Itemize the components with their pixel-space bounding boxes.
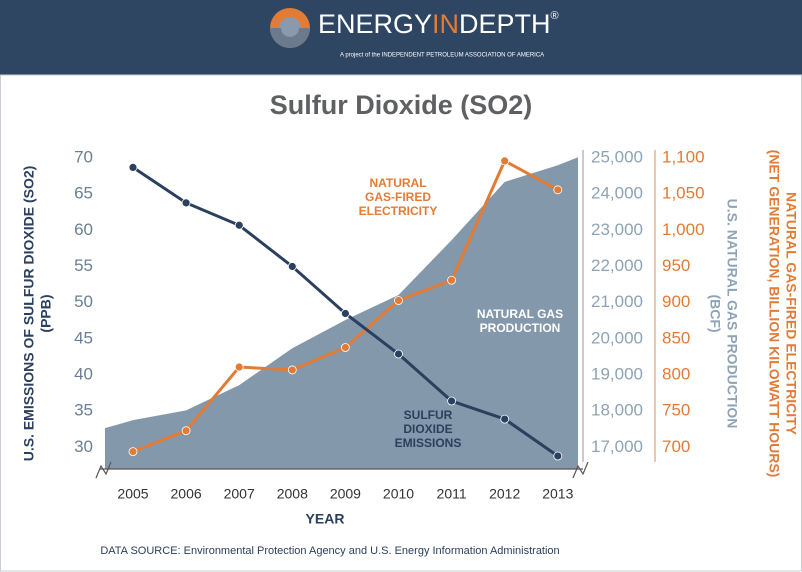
point <box>553 185 563 195</box>
point <box>234 220 244 230</box>
x-tick-label: 2013 <box>542 486 573 502</box>
x-axis-title: YEAR <box>306 511 345 527</box>
point <box>181 426 191 436</box>
y-tick-label: 45 <box>74 328 93 347</box>
point <box>500 156 510 166</box>
y2-tick-label: 18,000 <box>591 401 643 420</box>
x-tick-label: 2010 <box>383 486 414 502</box>
source: DATA SOURCE: Environmental Protection Ag… <box>100 545 559 557</box>
y2-axis-title: (BCF) <box>707 294 723 332</box>
point <box>447 396 457 406</box>
point <box>234 362 244 372</box>
y3-tick-label: 1,100 <box>662 147 705 166</box>
y-tick-label: 70 <box>74 147 93 166</box>
point <box>128 163 138 172</box>
y2-tick-label: 23,000 <box>591 220 643 239</box>
brand-part: ENERGY <box>318 9 432 39</box>
series-annotation: ELECTRICITY <box>359 204 438 218</box>
point <box>181 198 191 208</box>
x-tick-label: 2006 <box>171 486 202 502</box>
y3-tick-label: 1,050 <box>662 184 705 203</box>
y3-axis-title: (NET GENERATION, BILLION KILOWATT HOURS) <box>766 150 782 478</box>
y-axis-title: U.S. EMISSIONS OF SULFUR DIOXIDE (SO2) <box>21 166 37 462</box>
y2-tick-label: 19,000 <box>591 364 643 383</box>
series-annotation: EMISSIONS <box>395 436 462 450</box>
y3-tick-label: 950 <box>662 256 690 275</box>
x-tick-label: 2011 <box>437 486 467 502</box>
y3-tick-label: 900 <box>662 292 690 311</box>
point <box>394 296 403 305</box>
y3-tick-label: 800 <box>662 364 690 383</box>
series-annotation: NATURAL GAS <box>477 307 563 321</box>
point <box>128 447 138 457</box>
series-annotation: SULFUR <box>404 408 453 422</box>
y-tick-label: 65 <box>74 184 93 203</box>
brand-part: IN <box>432 9 459 39</box>
brand: ENERGYINDEPTH® <box>318 9 559 39</box>
y3-tick-label: 1,000 <box>662 220 705 239</box>
point <box>447 275 457 285</box>
point <box>500 414 510 424</box>
tagline: A project of the INDEPENDENT PETROLEUM A… <box>340 53 544 59</box>
y3-axis-title: NATURAL GAS-FIRED ELECTRICITY <box>783 192 799 436</box>
y2-tick-label: 21,000 <box>591 292 643 311</box>
point <box>340 343 350 352</box>
y-tick-label: 55 <box>74 256 93 275</box>
y2-tick-label: 22,000 <box>591 256 643 275</box>
y2-tick-label: 24,000 <box>591 184 643 203</box>
y3-tick-label: 700 <box>662 437 690 456</box>
y3-tick-label: 750 <box>662 401 690 420</box>
x-tick-label: 2008 <box>277 486 308 502</box>
series-annotation: GAS-FIRED <box>365 190 431 204</box>
point <box>287 262 297 271</box>
y-tick-label: 30 <box>74 437 93 456</box>
y-tick-label: 60 <box>74 220 93 239</box>
y2-tick-label: 20,000 <box>591 328 643 347</box>
y-tick-label: 35 <box>74 401 93 420</box>
y-tick-label: 50 <box>74 292 93 311</box>
area <box>105 157 578 470</box>
y2-tick-label: 17,000 <box>591 437 643 456</box>
series-annotation: DIOXIDE <box>403 422 452 436</box>
series-annotation: NATURAL <box>369 176 426 190</box>
point <box>394 349 403 359</box>
logo-icon <box>270 8 310 48</box>
y-tick-label: 40 <box>74 364 93 383</box>
x-tick-label: 2009 <box>330 486 361 502</box>
x-tick-label: 2012 <box>489 486 520 502</box>
x-tick-label: 2005 <box>117 486 148 502</box>
chart-title: Sulfur Dioxide (SO2) <box>270 90 533 120</box>
x-tick-label: 2007 <box>224 486 255 502</box>
point <box>287 365 297 375</box>
brand-mark: ® <box>551 10 559 22</box>
y-axis-title: (PPB) <box>38 294 54 332</box>
y2-axis-title: U.S. NATURAL GAS PRODUCTION <box>724 199 740 429</box>
y3-tick-label: 850 <box>662 328 690 347</box>
axis-breaks <box>95 461 589 479</box>
brand-part: DEPTH <box>459 9 551 39</box>
series-annotation: PRODUCTION <box>480 321 561 335</box>
point <box>553 451 563 461</box>
y2-tick-label: 25,000 <box>591 147 643 166</box>
point <box>340 309 350 318</box>
header-band <box>0 0 802 75</box>
